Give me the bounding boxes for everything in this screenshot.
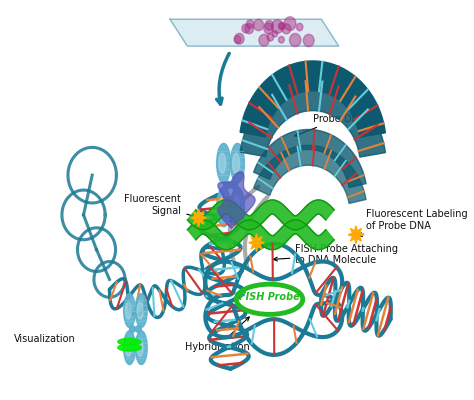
Circle shape (290, 34, 301, 46)
Polygon shape (240, 81, 385, 157)
Circle shape (254, 19, 264, 31)
Polygon shape (118, 338, 141, 345)
Text: Fluorescent Labeling
of Probe DNA: Fluorescent Labeling of Probe DNA (358, 209, 468, 236)
Polygon shape (137, 302, 143, 319)
Circle shape (264, 23, 273, 34)
Polygon shape (126, 339, 131, 356)
Polygon shape (129, 326, 136, 332)
Polygon shape (219, 153, 226, 173)
Polygon shape (118, 344, 141, 351)
Polygon shape (218, 172, 255, 228)
Circle shape (235, 33, 244, 44)
Polygon shape (217, 143, 230, 183)
Circle shape (246, 20, 254, 28)
Polygon shape (136, 326, 141, 332)
Polygon shape (217, 187, 230, 227)
Polygon shape (191, 209, 206, 227)
Polygon shape (124, 331, 136, 364)
Polygon shape (136, 331, 147, 364)
Polygon shape (249, 234, 264, 252)
Polygon shape (230, 143, 245, 183)
Circle shape (303, 34, 314, 47)
Polygon shape (219, 197, 226, 217)
Circle shape (259, 34, 269, 46)
Circle shape (267, 34, 273, 41)
Polygon shape (124, 294, 136, 328)
Circle shape (245, 24, 254, 34)
Circle shape (272, 20, 283, 33)
Circle shape (279, 36, 284, 43)
Text: Probe DNA: Probe DNA (295, 114, 365, 136)
Circle shape (279, 23, 285, 30)
Text: FISH Probe: FISH Probe (239, 292, 300, 302)
Polygon shape (126, 302, 131, 319)
Circle shape (296, 23, 303, 31)
Polygon shape (188, 220, 334, 250)
Polygon shape (170, 19, 338, 46)
Polygon shape (254, 130, 366, 188)
Polygon shape (136, 294, 147, 328)
Text: FISH Probe Attaching
to DNA Molecule: FISH Probe Attaching to DNA Molecule (273, 244, 399, 266)
Polygon shape (137, 339, 143, 356)
Circle shape (282, 24, 291, 34)
Text: Fluorescent
Signal: Fluorescent Signal (124, 194, 196, 218)
Polygon shape (233, 197, 239, 217)
Polygon shape (233, 153, 239, 173)
Text: Visualization: Visualization (14, 334, 76, 344)
Polygon shape (230, 181, 237, 189)
Circle shape (234, 36, 241, 44)
Polygon shape (224, 181, 230, 189)
Text: Hybridization: Hybridization (185, 317, 250, 352)
Circle shape (272, 31, 278, 37)
Circle shape (265, 20, 273, 30)
Polygon shape (240, 61, 385, 137)
Polygon shape (188, 200, 334, 230)
Circle shape (284, 17, 296, 30)
Polygon shape (254, 145, 366, 204)
Polygon shape (348, 226, 364, 244)
Polygon shape (230, 187, 245, 227)
Circle shape (242, 24, 250, 33)
Circle shape (278, 22, 284, 30)
